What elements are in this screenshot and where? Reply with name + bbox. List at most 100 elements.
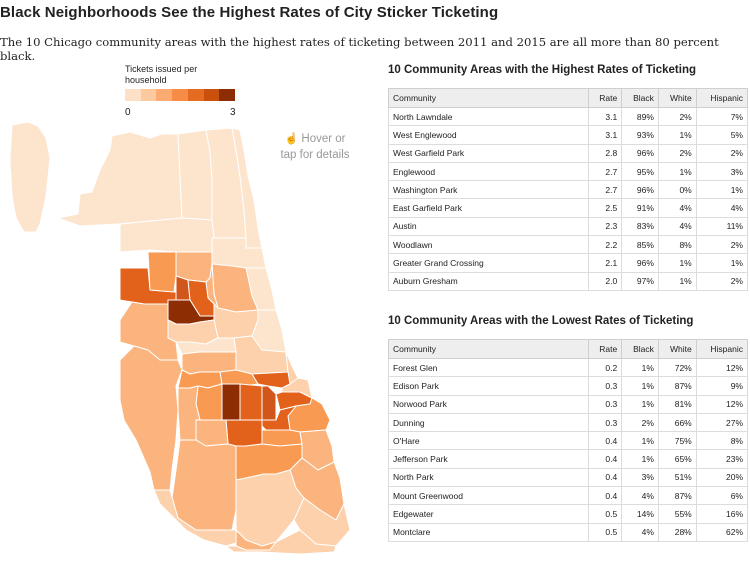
map-area[interactable] <box>9 121 51 233</box>
row-hispanic: 3% <box>695 161 749 182</box>
col-hispanic: Hispanic <box>695 88 749 108</box>
table-row: West Garfield Park 2.8 96% 2% 2% <box>388 143 749 163</box>
high-rates-table: Community Rate Black White Hispanic Nort… <box>388 88 749 291</box>
row-community: O'Hare <box>388 431 589 451</box>
row-black: 4% <box>621 486 659 506</box>
row-black: 91% <box>621 198 659 218</box>
row-community: Edison Park <box>388 376 589 396</box>
row-community: North Park <box>388 467 589 488</box>
map-area[interactable] <box>177 129 213 221</box>
row-community: West Garfield Park <box>388 143 589 163</box>
col-rate: Rate <box>587 339 623 359</box>
low-rates-section: 10 Community Areas with the Lowest Rates… <box>388 315 749 542</box>
low-rates-body: Forest Glen 0.2 1% 72% 12% Edison Park 0.3 1% 87… <box>388 357 749 542</box>
row-hispanic: 4% <box>695 198 749 218</box>
table-row: Auburn Gresham 2.0 97% 1% 2% <box>388 271 749 291</box>
map-area[interactable] <box>167 319 219 345</box>
col-black: Black <box>621 88 659 108</box>
row-white: 66% <box>657 412 697 433</box>
row-community: Dunning <box>388 412 589 433</box>
table-row: Forest Glen 0.2 1% 72% 12% <box>388 357 749 378</box>
row-community: Auburn Gresham <box>388 271 589 291</box>
map-area[interactable] <box>281 377 313 399</box>
row-community: Austin <box>388 216 589 237</box>
table-row: Dunning 0.3 2% 66% 27% <box>388 412 749 433</box>
legend-swatch <box>140 89 157 101</box>
row-hispanic: 2% <box>695 271 749 291</box>
map-area[interactable] <box>171 439 237 531</box>
row-rate: 0.3 <box>587 394 623 414</box>
table-row: Woodlawn 2.2 85% 8% 2% <box>388 235 749 255</box>
low-rates-title: 10 Community Areas with the Lowest Rates… <box>388 315 694 327</box>
row-hispanic: 9% <box>695 376 749 396</box>
row-black: 89% <box>621 106 659 127</box>
map-area[interactable] <box>219 383 241 421</box>
table-row: North Park 0.4 3% 51% 20% <box>388 467 749 488</box>
row-rate: 2.0 <box>587 271 623 291</box>
col-white: White <box>657 339 697 359</box>
row-hispanic: 12% <box>695 357 749 378</box>
legend-color-scale <box>125 89 236 101</box>
map-area[interactable] <box>225 529 337 555</box>
low-rates-table: Community Rate Black White Hispanic Fore… <box>388 339 749 542</box>
row-hispanic: 62% <box>695 522 749 542</box>
map-area[interactable] <box>57 131 183 227</box>
high-rates-section: 10 Community Areas with the Highest Rate… <box>388 64 749 291</box>
map-area[interactable] <box>293 497 351 547</box>
row-rate: 0.4 <box>587 449 623 469</box>
row-black: 1% <box>621 394 659 414</box>
map-area[interactable] <box>177 369 223 389</box>
map-area[interactable] <box>261 385 277 421</box>
row-white: 0% <box>657 180 697 200</box>
row-community: Woodlawn <box>388 235 589 255</box>
map-area[interactable] <box>119 345 183 491</box>
map-area[interactable] <box>147 251 177 293</box>
row-hispanic: 11% <box>695 216 749 237</box>
row-hispanic: 5% <box>695 125 749 145</box>
table-header-row: Community Rate Black White Hispanic <box>388 88 749 108</box>
map-area[interactable] <box>239 383 263 421</box>
row-community: Montclare <box>388 522 589 542</box>
legend-swatch <box>219 89 236 101</box>
row-community: Jefferson Park <box>388 449 589 469</box>
legend-max-label: 3 <box>230 107 236 118</box>
row-hispanic: 16% <box>695 504 749 524</box>
row-white: 51% <box>657 467 697 488</box>
table-row: Austin 2.3 83% 4% 11% <box>388 216 749 237</box>
map-hint: ☝ Hover or tap for details <box>272 131 358 163</box>
row-black: 96% <box>621 180 659 200</box>
row-black: 1% <box>621 357 659 378</box>
table-row: Norwood Park 0.3 1% 81% 12% <box>388 394 749 414</box>
row-rate: 2.2 <box>587 235 623 255</box>
row-rate: 2.1 <box>587 253 623 273</box>
map-area[interactable] <box>195 383 223 421</box>
legend-swatch <box>125 89 141 101</box>
map-area[interactable] <box>195 419 229 447</box>
chicago-community-map[interactable] <box>0 0 360 563</box>
row-rate: 2.7 <box>587 180 623 200</box>
row-white: 87% <box>657 376 697 396</box>
row-rate: 2.5 <box>587 198 623 218</box>
map-area[interactable] <box>225 419 263 447</box>
legend-swatch <box>187 89 204 101</box>
row-community: Washington Park <box>388 180 589 200</box>
row-black: 97% <box>621 271 659 291</box>
table-row: Jefferson Park 0.4 1% 65% 23% <box>388 449 749 469</box>
row-hispanic: 27% <box>695 412 749 433</box>
row-white: 2% <box>657 106 697 127</box>
row-rate: 0.4 <box>587 431 623 451</box>
map-area[interactable] <box>261 405 297 431</box>
page-title: Black Neighborhoods See the Highest Rate… <box>0 4 499 21</box>
row-rate: 0.4 <box>587 467 623 488</box>
map-area[interactable] <box>119 217 215 253</box>
row-white: 87% <box>657 486 697 506</box>
row-community: Norwood Park <box>388 394 589 414</box>
row-black: 1% <box>621 376 659 396</box>
col-community: Community <box>388 339 589 359</box>
row-black: 95% <box>621 161 659 182</box>
row-black: 2% <box>621 412 659 433</box>
row-community: Englewood <box>388 161 589 182</box>
map-area[interactable] <box>261 429 303 447</box>
row-black: 1% <box>621 431 659 451</box>
row-white: 55% <box>657 504 697 524</box>
